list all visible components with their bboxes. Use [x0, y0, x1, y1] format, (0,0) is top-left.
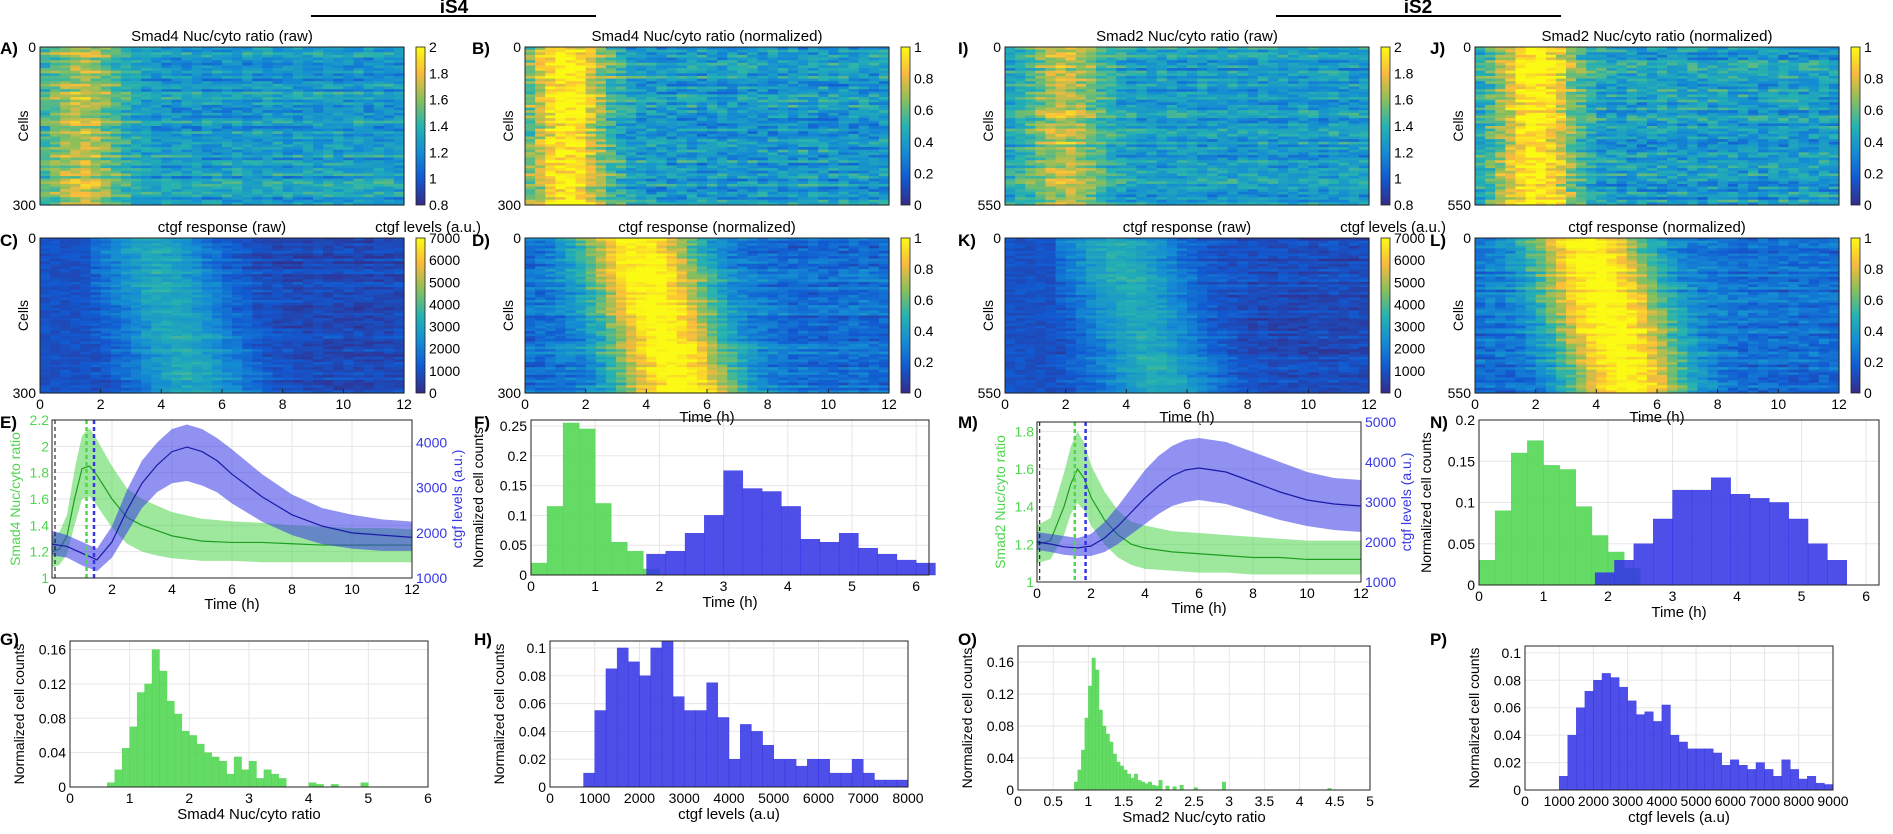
colorbar-tick-label: 1.6: [429, 92, 449, 108]
group-left-title: iS4: [440, 0, 469, 18]
panel-A: Smad4 Nuc/cyto ratio (raw) 0 300 Cells 0.8 1 1…: [13, 28, 449, 213]
panel-title: Smad4 Nuc/cyto ratio (raw): [131, 28, 313, 45]
y-tick-label: 0: [28, 39, 36, 55]
panel-I: Smad2 Nuc/cyto ratio (raw)0550Cells0.811…: [978, 28, 1414, 213]
colorbar-tick-label: 0.8: [914, 71, 934, 87]
colorbar-tick-label: 2: [429, 39, 437, 55]
group-right-title: iS2: [1404, 0, 1433, 18]
colorbar-tick-label: 1.4: [429, 118, 449, 134]
colorbar-tick-label: 0: [914, 197, 922, 213]
panel-B: Smad4 Nuc/cyto ratio (normalized) 0 300 Cel…: [498, 28, 934, 213]
y-axis-label: Cells: [15, 110, 31, 141]
y-tick-label: 300: [13, 197, 37, 213]
panel-label-B: B): [472, 39, 490, 58]
colorbar-tick-label: 0.4: [914, 134, 934, 150]
colorbar-tick-label: 1: [914, 39, 922, 55]
colorbar-tick-label: 0.6: [914, 102, 934, 118]
panel-label-A: A): [0, 39, 18, 58]
colorbar: [901, 47, 910, 205]
colorbar-tick-label: 0.8: [429, 197, 449, 213]
y-axis-label: Cells: [500, 110, 516, 141]
colorbar-tick-label: 0.2: [914, 165, 934, 181]
colorbar-tick-label: 1.2: [429, 144, 449, 160]
colorbar: [416, 47, 425, 205]
colorbar-tick-label: 1: [429, 171, 437, 187]
y-tick-label: 300: [498, 197, 522, 213]
colorbar-tick-label: 1.8: [429, 65, 449, 81]
y-tick-label: 0: [513, 39, 521, 55]
panel-title: Smad4 Nuc/cyto ratio (normalized): [592, 28, 823, 45]
